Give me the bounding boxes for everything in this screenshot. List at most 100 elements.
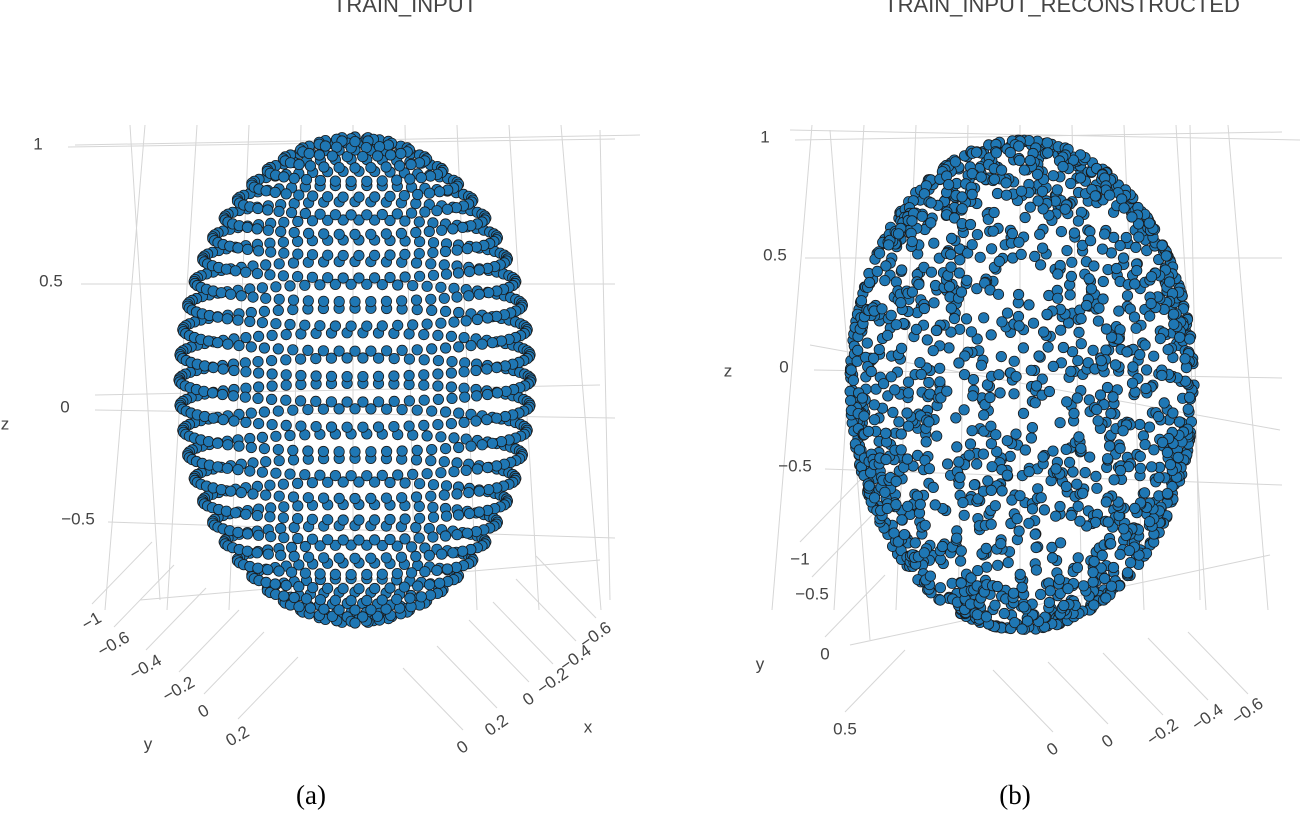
point <box>1102 516 1114 528</box>
point <box>314 540 326 552</box>
point <box>418 419 430 431</box>
x-tick-mark <box>515 578 577 642</box>
point <box>473 485 485 497</box>
grid-line <box>1227 124 1269 611</box>
point <box>934 582 947 594</box>
point <box>927 345 939 357</box>
grid-line <box>508 124 540 611</box>
point <box>1091 482 1103 494</box>
point <box>957 496 969 509</box>
grid-line <box>560 124 602 611</box>
point <box>251 223 263 235</box>
point <box>404 173 416 185</box>
point <box>1030 380 1043 392</box>
point <box>1148 350 1160 362</box>
point <box>465 339 477 352</box>
point <box>961 274 973 286</box>
point <box>1100 323 1113 335</box>
point <box>975 171 987 183</box>
point <box>921 334 933 346</box>
point <box>965 572 977 584</box>
point <box>985 518 997 530</box>
point <box>856 392 869 404</box>
point <box>287 454 300 466</box>
point <box>1129 502 1141 514</box>
point <box>1088 260 1100 272</box>
point <box>895 428 907 440</box>
y-tick-mark <box>145 587 207 651</box>
point <box>421 430 433 442</box>
point <box>925 266 938 278</box>
point <box>329 175 341 187</box>
point <box>368 476 381 488</box>
point <box>260 489 272 501</box>
point <box>432 354 444 367</box>
y-tick-label: 0 <box>195 701 213 722</box>
y-tick-label: −0.2 <box>159 673 198 706</box>
point <box>971 229 984 241</box>
point <box>495 435 507 448</box>
point <box>1014 568 1026 581</box>
point <box>1013 140 1025 152</box>
point <box>847 374 860 386</box>
point <box>432 329 444 341</box>
point <box>1113 305 1125 317</box>
point <box>1075 442 1087 454</box>
point <box>965 326 978 338</box>
point <box>384 249 396 261</box>
point <box>393 160 406 172</box>
point <box>253 367 265 379</box>
panel-title: TRAIN_INPUT_RECONSTRUCTED <box>884 0 1240 17</box>
point <box>260 259 272 271</box>
point <box>974 251 986 263</box>
point <box>317 445 329 458</box>
point <box>975 359 988 371</box>
point <box>398 581 410 593</box>
point <box>476 439 488 451</box>
point <box>1041 137 1053 149</box>
point <box>1013 154 1026 166</box>
point <box>337 514 349 526</box>
point <box>865 365 877 378</box>
point <box>1042 147 1054 159</box>
point <box>302 227 315 239</box>
point <box>438 292 450 304</box>
point <box>292 532 304 545</box>
point <box>1106 331 1118 343</box>
point <box>1065 365 1077 377</box>
point <box>391 593 403 605</box>
point <box>252 392 264 404</box>
point <box>329 568 341 581</box>
point <box>421 318 433 330</box>
point <box>284 429 296 442</box>
point <box>925 217 937 229</box>
point <box>880 453 892 466</box>
point <box>902 387 915 399</box>
point <box>270 318 282 330</box>
point <box>1011 513 1023 525</box>
point <box>371 610 384 622</box>
point <box>372 421 385 433</box>
point <box>977 448 990 460</box>
point <box>384 513 396 526</box>
point <box>1029 528 1041 540</box>
point <box>895 297 907 309</box>
point <box>868 492 881 504</box>
point <box>465 440 477 452</box>
grid-line <box>599 129 611 601</box>
point <box>1067 466 1079 478</box>
point <box>460 315 472 327</box>
point <box>410 491 423 503</box>
point <box>260 456 272 468</box>
point <box>1130 322 1142 334</box>
point <box>256 282 268 294</box>
point <box>985 420 997 432</box>
point <box>439 245 452 258</box>
point <box>1060 480 1072 493</box>
point <box>411 344 423 356</box>
point <box>1044 585 1056 597</box>
point <box>321 582 334 594</box>
point <box>413 512 426 524</box>
point <box>368 514 381 526</box>
point <box>217 363 229 375</box>
